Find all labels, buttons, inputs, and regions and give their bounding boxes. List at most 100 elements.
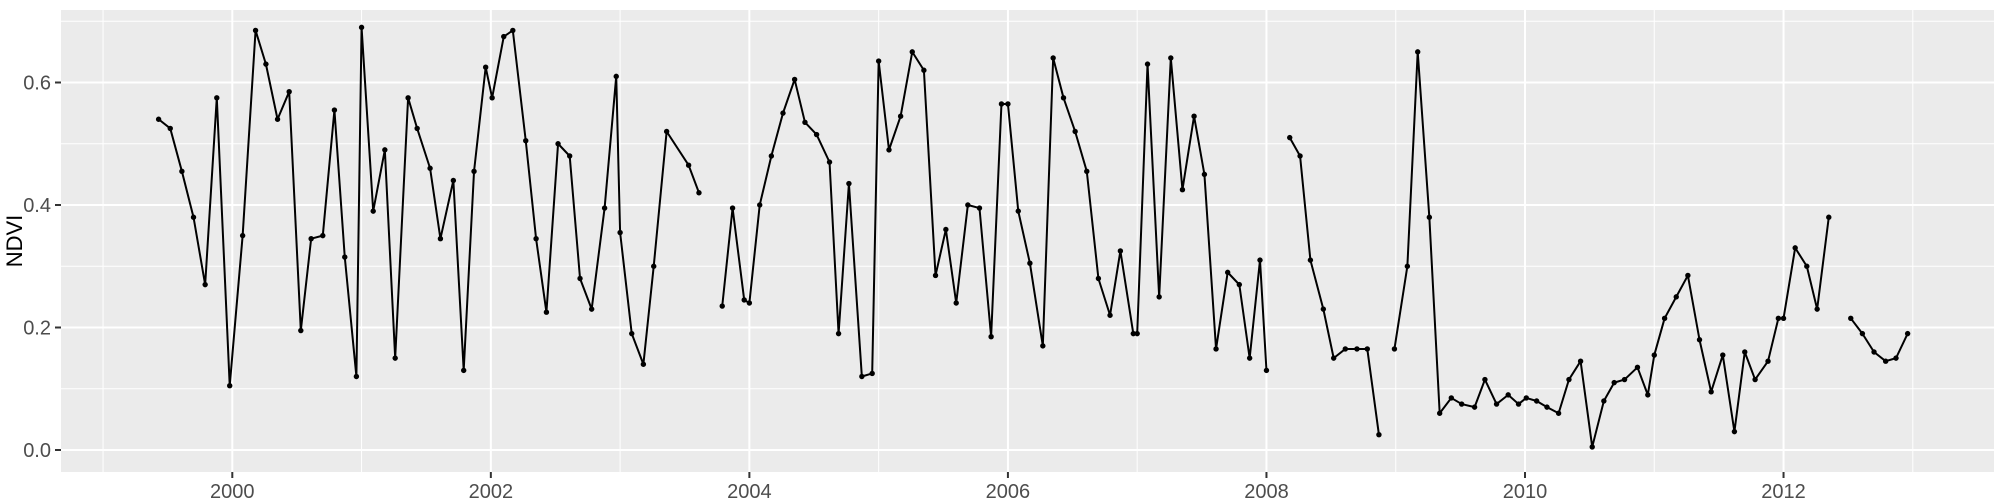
ndvi-data-point [308,235,314,242]
ndvi-data-point [965,202,971,208]
ndvi-data-point [1436,410,1443,416]
ndvi-data-point [1448,395,1455,401]
ndvi-data-point [1040,343,1046,349]
ndvi-data-point [685,162,692,168]
ndvi-data-point [1871,349,1877,355]
ndvi-data-point [1577,358,1584,364]
ndvi-data-point [1095,275,1102,282]
ndvi-data-point [1307,257,1314,263]
ndvi-data-point [1027,260,1033,266]
ndvi-data-point [358,24,365,31]
ndvi-data-point [826,159,833,165]
ndvi-data-point [1458,401,1465,407]
ndvi-data-point [1117,248,1124,254]
ndvi-data-point [1404,263,1411,269]
x-axis-tick-label: 2008 [1244,481,1289,500]
ndvi-data-point [202,281,208,288]
ndvi-data-point [1859,330,1866,337]
ndvi-data-point [1621,376,1628,383]
ndvi-data-point [577,275,583,282]
ndvi-data-point [1084,168,1090,175]
ndvi-data-point [696,190,702,196]
ndvi-data-point [1156,294,1162,300]
ndvi-data-point [1566,376,1572,383]
ndvi-data-point [1651,352,1657,358]
ndvi-data-point [427,165,433,171]
ndvi-data-point [921,67,927,73]
ndvi-data-point [1179,186,1186,193]
ndvi-data-point [1848,315,1854,322]
ndvi-data-point [1005,101,1011,107]
ndvi-data-point [1804,263,1810,269]
ndvi-data-point [768,153,775,159]
ndvi-data-point [252,27,259,34]
ndvi-data-point [1213,346,1219,352]
ndvi-data-point [342,254,348,260]
ndvi-data-point [263,61,269,67]
ndvi-data-point [1882,358,1889,364]
ndvi-data-point [588,306,595,312]
ndvi-data-point [167,125,173,132]
ndvi-data-point [382,147,388,153]
y-axis-tick-label: 0.6 [23,73,51,95]
ndvi-data-point [1775,315,1782,322]
ndvi-data-point [909,49,915,55]
ndvi-data-point [746,300,753,306]
ndvi-data-point [392,355,398,361]
ndvi-data-point [663,128,670,135]
ndvi-data-point [1297,153,1303,159]
ndvi-data-point [1696,337,1703,343]
ndvi-data-point [1493,401,1500,407]
ndvi-data-point [533,235,539,242]
ndvi-data-point [835,330,842,337]
ndvi-data-point [1415,49,1421,55]
ndvi-data-point [1544,404,1550,410]
ndvi-data-point [846,180,852,187]
ndvi-data-point [1168,55,1174,61]
y-axis-tick-label: 0.4 [23,195,51,217]
ndvi-data-point [471,168,477,175]
ndvi-data-point [617,229,623,236]
ndvi-data-point [953,300,959,306]
ndvi-data-point [370,208,376,214]
ndvi-data-point [543,309,550,315]
ndvi-data-point [331,107,338,113]
ndvi-data-point [179,168,185,175]
ndvi-data-point [757,202,763,208]
ndvi-data-point [1780,315,1787,322]
ndvi-data-point [1589,444,1595,450]
ndvi-data-point [489,95,495,101]
ndvi-data-point [1893,355,1899,361]
ndvi-data-point [640,361,647,367]
ndvi-data-point [239,232,246,239]
x-axis-tick-label: 2006 [986,481,1031,500]
ndvi-data-point [482,64,489,70]
ndvi-data-point [1072,128,1078,135]
y-axis-tick-label: 0.0 [23,440,51,462]
ndvi-data-point [1320,306,1327,312]
ndvi-data-point [1814,306,1820,312]
ndvi-data-point [1634,364,1641,371]
ndvi-data-point [1050,55,1056,61]
ndvi-data-point [601,205,608,211]
ndvi-data-point [886,147,892,153]
ndvi-data-point [1263,367,1270,374]
ndvi-line-segment [721,50,1268,378]
ndvi-data-point [1201,171,1208,178]
ndvi-data-point [875,58,882,64]
x-axis-tick-label: 2002 [469,481,514,500]
ndvi-data-point [523,137,529,144]
ndvi-data-point [1765,358,1771,364]
ndvi-data-point [719,303,725,309]
ndvi-data-point [1376,431,1382,438]
ndvi-data-point [932,272,939,279]
ndvi-data-point [510,27,516,34]
y-axis-tick-label: 0.2 [23,318,51,340]
ndvi-data-point [897,113,904,119]
ndvi-data-point [1391,346,1398,352]
ndvi-data-point [791,76,798,83]
ndvi-data-point [869,370,875,377]
ndvi-data-point [1236,281,1243,288]
